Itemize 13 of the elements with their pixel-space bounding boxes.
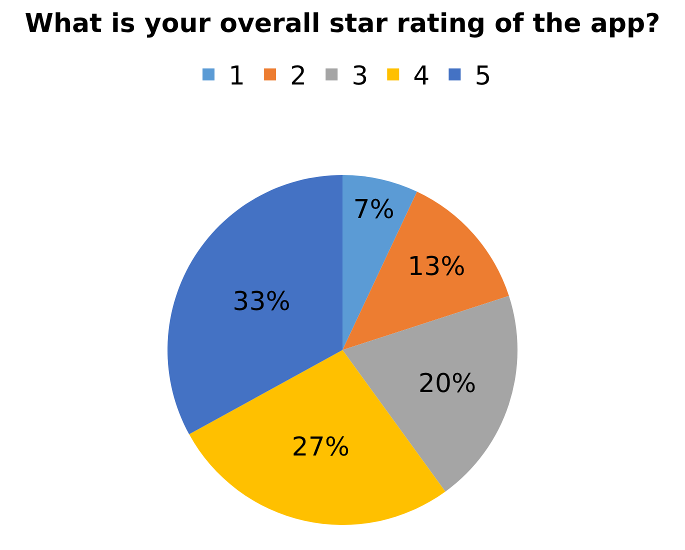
legend-label: 2	[290, 62, 307, 92]
data-label: 27%	[292, 432, 350, 463]
legend-label: 5	[474, 62, 492, 92]
legend-label: 4	[413, 62, 430, 92]
pie-slice	[342, 192, 509, 350]
legend-label: 1	[228, 62, 246, 92]
chart-title: What is your overall star rating of the app?	[24, 8, 660, 39]
data-label: 13%	[408, 252, 466, 282]
data-label: 20%	[418, 369, 476, 400]
legend-label: 3	[352, 62, 368, 92]
data-label: 7%	[353, 194, 394, 225]
data-label: 33%	[232, 287, 290, 318]
pie-slice	[168, 175, 342, 434]
